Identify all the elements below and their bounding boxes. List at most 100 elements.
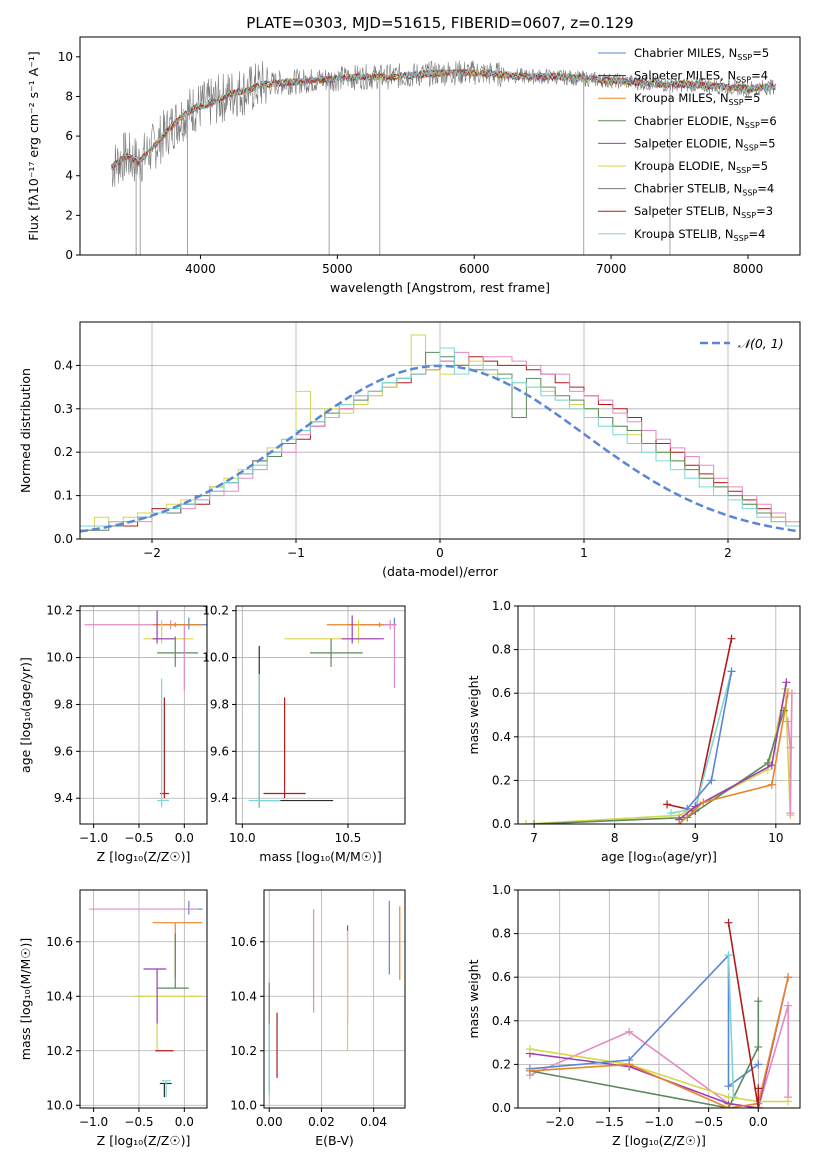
mass-weight-line	[678, 682, 788, 821]
mass_vs_ebv-marks	[268, 900, 401, 1098]
mass-weight-line	[787, 693, 793, 814]
x-tick-label: 1	[580, 546, 588, 560]
age_vs_Z-marks	[84, 610, 207, 808]
mass-weight-marker	[727, 634, 736, 643]
mass-weight-marker	[784, 973, 793, 982]
legend-label: Kroupa STELIB, NSSP=4	[634, 227, 765, 243]
y-tick-label: 8	[65, 89, 73, 103]
y-tick-label: 0.0	[54, 532, 73, 546]
x-tick-label: 0.0	[175, 831, 194, 845]
y-tick-label: 0.4	[54, 358, 73, 372]
mass-weight-marker	[522, 820, 531, 824]
figure-title: PLATE=0303, MJD=51615, FIBERID=0607, z=0…	[246, 14, 633, 32]
y-tick-label: 2	[65, 208, 73, 222]
x-axis-label: E(B-V)	[315, 1133, 354, 1148]
y-tick-label: 10.2	[46, 1044, 73, 1058]
x-tick-label: 0.0	[175, 1115, 194, 1129]
y-tick-label: 10.4	[230, 989, 257, 1003]
mass-weight-marker	[763, 758, 772, 767]
y-tick-label: 10.0	[46, 651, 73, 665]
mass-weight-marker	[754, 997, 763, 1006]
x-tick-label: 0	[436, 546, 444, 560]
mass-weight-marker	[787, 689, 796, 698]
massweight_vs_age-panel: 7 8 9 10 0.0 0.2 0.4 0.6 0.8 1.0 age [log₁₀(age/yr…	[466, 599, 801, 864]
gaussian-curve	[80, 364, 798, 533]
x-tick-label: −2.0	[545, 1115, 574, 1129]
x-axis-label: age [log₁₀(age/yr)]	[601, 849, 717, 864]
mass-weight-marker	[782, 678, 791, 687]
legend-label: Chabrier STELIB, NSSP=4	[634, 182, 774, 198]
y-tick-label: 10.4	[46, 989, 73, 1003]
y-tick-label: 10.0	[230, 1098, 257, 1112]
mass-weight-line	[727, 922, 760, 1108]
gaussian-legend-label: 𝒩(0, 1)	[738, 336, 784, 351]
y-tick-label: 0.2	[492, 773, 511, 787]
y-axis-label: mass weight	[466, 675, 481, 754]
legend-label: Kroupa ELODIE, NSSP=5	[634, 159, 768, 175]
y-tick-label: 10.2	[230, 1044, 257, 1058]
mass-weight-marker	[729, 1093, 738, 1102]
y-tick-label: 1.0	[492, 599, 511, 613]
x-axis-label: mass [log₁₀(M/M☉)]	[259, 849, 381, 864]
massweight_vs_Z-panel: −2.0 −1.5 −1.0 −0.5 0.0 0.0 0.2 0.4 0.6 0.8 1.0 Z […	[466, 883, 801, 1148]
model-spectrum-line	[111, 68, 776, 169]
x-tick-label: 5000	[322, 262, 353, 276]
x-axis-label: wavelength [Angstrom, rest frame]	[330, 280, 550, 295]
mass-weight-line	[529, 977, 789, 1108]
mass-weight-line	[727, 955, 735, 1098]
mass-weight-line	[534, 710, 785, 824]
axes-frame	[517, 605, 801, 825]
x-tick-label: 0.00	[256, 1115, 283, 1129]
mass-weight-marker	[754, 1104, 763, 1108]
residual-hists	[80, 334, 800, 533]
mass-weight-marker	[530, 820, 539, 824]
age_vs_mass-marks	[248, 615, 397, 808]
mass-weight-marker	[783, 717, 792, 726]
mass-weight-marker	[754, 1084, 763, 1093]
y-tick-label: 0.0	[492, 1101, 511, 1115]
y-axis-label: Flux [fλ10⁻¹⁷ erg cm⁻² s⁻¹ A⁻¹]	[26, 51, 41, 240]
y-tick-label: 9.6	[54, 744, 73, 758]
x-tick-label: 7	[530, 831, 538, 845]
model-spectrum-line	[111, 69, 776, 169]
y-tick-label: 0.8	[492, 643, 511, 657]
mass-weight-marker	[675, 820, 684, 824]
x-tick-label: 10	[768, 831, 783, 845]
y-tick-label: 9.8	[210, 697, 229, 711]
y-axis-label: age [log₁₀(age/yr)]	[18, 657, 33, 773]
x-tick-label: −1.0	[644, 1115, 673, 1129]
mass-weight-marker	[754, 1042, 763, 1051]
x-tick-label: 8	[611, 831, 619, 845]
mass-weight-marker	[727, 667, 736, 676]
y-tick-label: 10.2	[46, 604, 73, 618]
mass-weight-marker	[724, 1082, 733, 1091]
y-tick-label: 10.6	[46, 935, 73, 949]
x-tick-label: 0.0	[749, 1115, 768, 1129]
axes-frame	[79, 889, 208, 1109]
mass-weight-marker	[707, 776, 716, 785]
mass-weight-marker	[784, 1097, 793, 1106]
y-tick-label: 10.0	[202, 651, 229, 665]
x-tick-label: 8000	[733, 262, 764, 276]
age_vs_Z-panel: −1.0 −0.5 0.0 9.4 9.6 9.8 10.0 10.2 Z [log₁₀(Z/Z…	[18, 604, 208, 864]
y-axis-label: Normed distribution	[18, 368, 33, 493]
x-axis-label: Z [log₁₀(Z/Z☉)]	[612, 1133, 706, 1148]
y-tick-label: 9.8	[54, 697, 73, 711]
axes-frame	[79, 36, 801, 256]
y-tick-label: 9.4	[210, 791, 229, 805]
observed-spectrum-line	[111, 60, 776, 187]
mass-weight-line	[529, 1001, 760, 1108]
mass-weight-marker	[525, 1045, 534, 1054]
mass-weight-marker	[767, 780, 776, 789]
y-tick-label: 0.0	[492, 817, 511, 831]
y-tick-label: 9.4	[54, 791, 73, 805]
axes-frame	[263, 889, 406, 1109]
axes-frame	[79, 605, 208, 825]
y-tick-label: 10.2	[202, 604, 229, 618]
x-tick-label: −0.5	[694, 1115, 723, 1129]
x-axis-label: Z [log₁₀(Z/Z☉)]	[97, 1133, 191, 1148]
massweight_vs_Z-lines	[525, 918, 793, 1108]
mass-weight-marker	[784, 1001, 793, 1010]
